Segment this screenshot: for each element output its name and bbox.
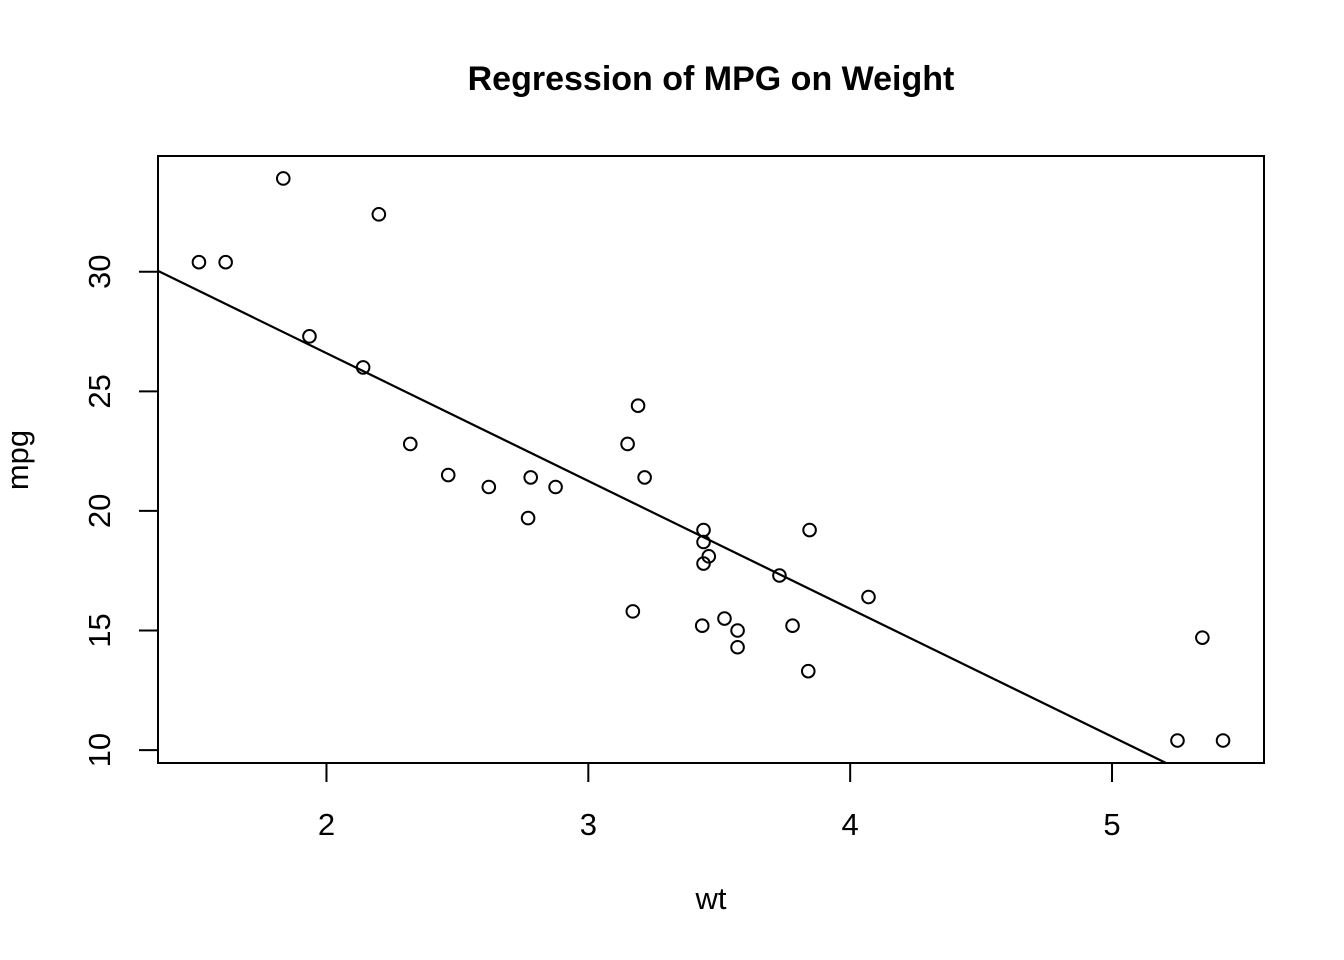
x-axis-tick-label: 5 bbox=[1103, 807, 1120, 842]
data-point bbox=[802, 522, 817, 538]
x-axis-label: wt bbox=[695, 881, 727, 916]
data-point bbox=[302, 329, 317, 344]
x-axis-tick-label: 2 bbox=[318, 807, 335, 842]
chart-title: Regression of MPG on Weight bbox=[468, 60, 955, 98]
data-point bbox=[371, 207, 387, 222]
y-axis-tick-label: 20 bbox=[82, 494, 117, 528]
data-point bbox=[548, 479, 563, 495]
x-axis-tick-label: 3 bbox=[580, 807, 597, 842]
data-point bbox=[772, 568, 787, 583]
y-axis-tick-label: 30 bbox=[82, 255, 117, 289]
data-point bbox=[696, 556, 711, 571]
plot-box bbox=[157, 155, 1265, 764]
data-point bbox=[191, 254, 207, 270]
data-point bbox=[800, 663, 816, 679]
plot-layer: 2 3 4 5 10 15 20 25 30 bbox=[82, 155, 1265, 842]
y-axis-tick-label: 10 bbox=[82, 733, 117, 767]
data-point bbox=[440, 467, 456, 483]
data-point bbox=[730, 639, 745, 655]
data-point bbox=[481, 479, 497, 495]
data-point bbox=[694, 618, 710, 634]
data-point bbox=[730, 623, 745, 638]
y-axis-tick-label: 25 bbox=[82, 374, 117, 408]
data-point bbox=[620, 436, 635, 452]
data-point bbox=[523, 470, 539, 485]
data-point bbox=[402, 436, 418, 452]
data-point bbox=[1215, 733, 1231, 748]
data-point bbox=[275, 171, 291, 186]
y-axis-tick-label: 15 bbox=[82, 613, 117, 647]
y-axis-label: mpg bbox=[0, 430, 35, 490]
data-point bbox=[218, 254, 233, 270]
data-point bbox=[637, 470, 652, 485]
data-point bbox=[520, 510, 536, 526]
data-point bbox=[717, 611, 732, 626]
x-axis-tick-label: 4 bbox=[842, 807, 859, 842]
data-point bbox=[355, 360, 371, 375]
regression-line bbox=[157, 269, 1167, 764]
data-point bbox=[630, 398, 646, 413]
data-point bbox=[1170, 733, 1185, 748]
data-point bbox=[625, 604, 641, 619]
data-point bbox=[861, 589, 876, 605]
data-point bbox=[696, 522, 711, 538]
data-point bbox=[1195, 630, 1210, 645]
data-point bbox=[785, 618, 800, 634]
